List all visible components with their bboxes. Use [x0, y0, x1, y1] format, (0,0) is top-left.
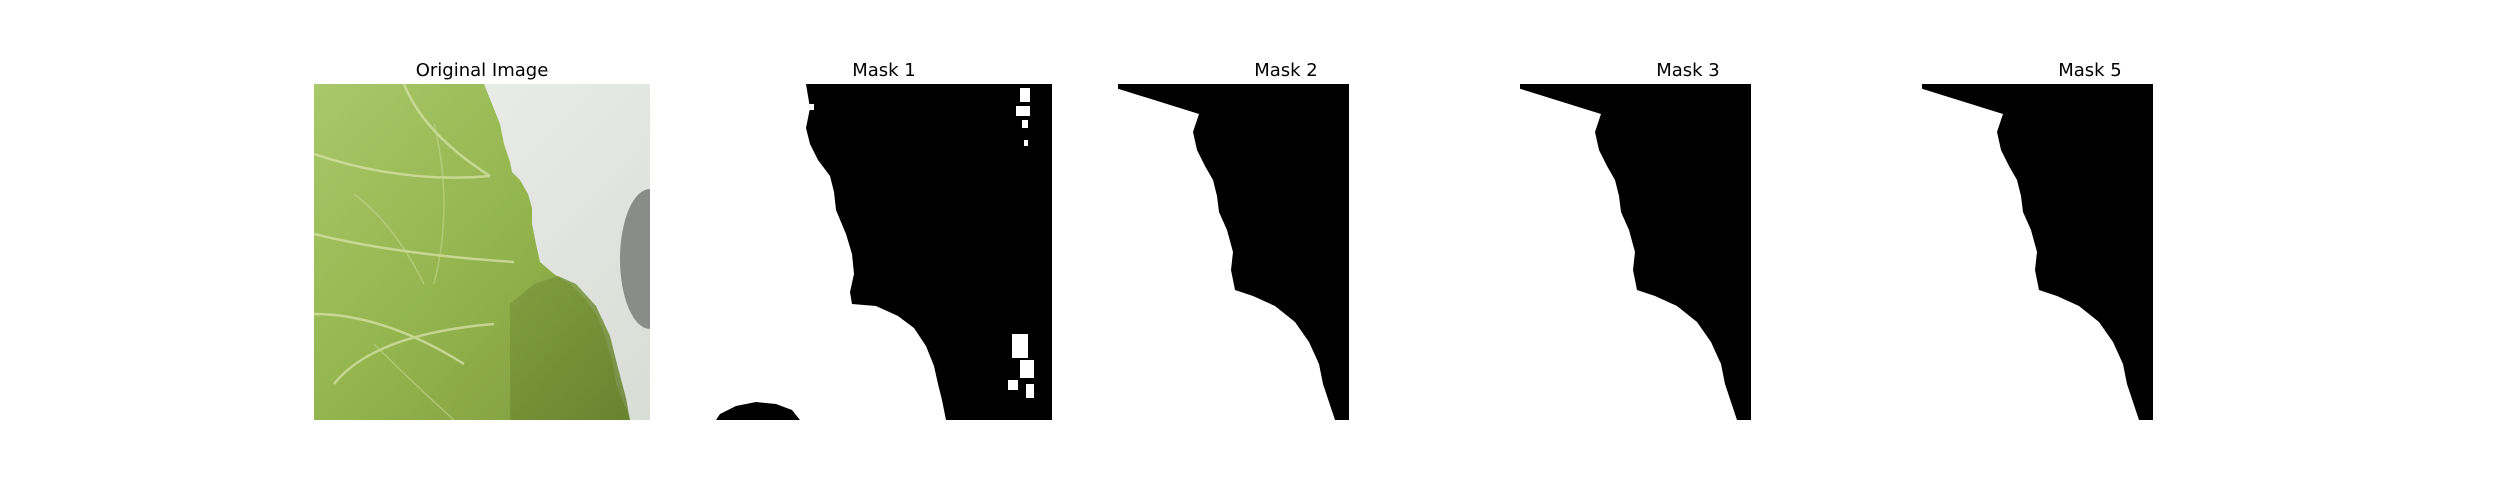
- panel-mask-3: Mask 3: [1518, 58, 1858, 420]
- panel-title: Mask 5: [2058, 60, 2122, 81]
- panel-mask-1: Mask 1: [714, 58, 1054, 420]
- mask-2-image: [1118, 84, 1454, 420]
- mask-3-image: [1520, 84, 1856, 420]
- panel-title: Mask 1: [852, 60, 916, 81]
- mask-5-image: [1922, 84, 2258, 420]
- panel-original-image: Original Image: [312, 58, 652, 420]
- panel-mask-5: Mask 5: [1920, 58, 2260, 420]
- panel-title: Original Image: [415, 60, 549, 81]
- panel-title: Mask 2: [1254, 60, 1318, 81]
- original-image: [314, 84, 650, 420]
- panel-title: Mask 3: [1656, 60, 1720, 81]
- mask-1-image: [716, 84, 1052, 420]
- panel-mask-2: Mask 2: [1116, 58, 1456, 420]
